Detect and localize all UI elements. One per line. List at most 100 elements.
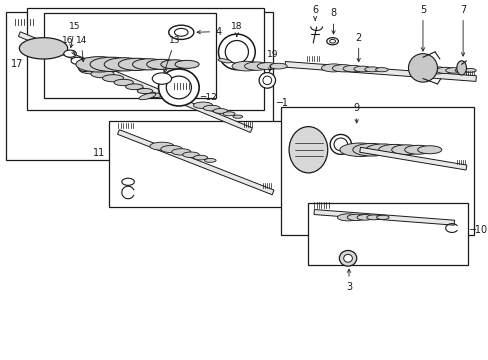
Polygon shape bbox=[19, 32, 252, 132]
Ellipse shape bbox=[321, 64, 345, 72]
Ellipse shape bbox=[91, 70, 114, 78]
Text: 11: 11 bbox=[93, 148, 105, 158]
Ellipse shape bbox=[122, 178, 134, 185]
Ellipse shape bbox=[193, 155, 207, 160]
Ellipse shape bbox=[193, 102, 212, 108]
Ellipse shape bbox=[326, 38, 338, 45]
Text: 2: 2 bbox=[355, 33, 361, 62]
Ellipse shape bbox=[352, 144, 390, 156]
Ellipse shape bbox=[182, 152, 199, 157]
Bar bbox=[26, 9, 264, 110]
Ellipse shape bbox=[71, 57, 83, 64]
Text: ─10: ─10 bbox=[468, 225, 486, 235]
Ellipse shape bbox=[203, 105, 220, 111]
Ellipse shape bbox=[149, 142, 174, 150]
Ellipse shape bbox=[364, 67, 379, 72]
Bar bbox=[108, 121, 289, 207]
Ellipse shape bbox=[118, 58, 155, 71]
Text: 15: 15 bbox=[69, 22, 81, 48]
Ellipse shape bbox=[407, 54, 437, 82]
Ellipse shape bbox=[464, 68, 475, 72]
Ellipse shape bbox=[244, 62, 269, 70]
Ellipse shape bbox=[231, 61, 261, 71]
Text: 5: 5 bbox=[419, 5, 425, 51]
Ellipse shape bbox=[435, 67, 454, 73]
Ellipse shape bbox=[329, 40, 335, 43]
Ellipse shape bbox=[269, 63, 286, 69]
Ellipse shape bbox=[343, 255, 352, 262]
Ellipse shape bbox=[365, 144, 400, 156]
Ellipse shape bbox=[366, 215, 381, 220]
Ellipse shape bbox=[139, 93, 156, 100]
Polygon shape bbox=[359, 147, 466, 170]
Ellipse shape bbox=[78, 64, 91, 71]
Ellipse shape bbox=[426, 67, 447, 74]
Ellipse shape bbox=[218, 59, 231, 63]
Ellipse shape bbox=[343, 66, 362, 72]
Bar bbox=[308, 203, 467, 265]
Ellipse shape bbox=[339, 143, 380, 157]
Ellipse shape bbox=[161, 145, 182, 153]
Text: ─1: ─1 bbox=[276, 99, 288, 108]
Ellipse shape bbox=[213, 109, 227, 113]
Bar bbox=[44, 13, 216, 98]
Text: 14: 14 bbox=[75, 36, 87, 62]
Text: 4: 4 bbox=[197, 27, 221, 37]
Ellipse shape bbox=[137, 89, 152, 94]
Ellipse shape bbox=[125, 84, 143, 90]
Ellipse shape bbox=[168, 25, 193, 40]
Text: ─12: ─12 bbox=[199, 93, 216, 102]
Ellipse shape bbox=[166, 76, 191, 99]
Ellipse shape bbox=[104, 58, 144, 71]
Ellipse shape bbox=[417, 146, 441, 154]
Polygon shape bbox=[313, 210, 454, 225]
Ellipse shape bbox=[376, 215, 388, 220]
Ellipse shape bbox=[339, 251, 356, 266]
Ellipse shape bbox=[132, 59, 166, 70]
Ellipse shape bbox=[102, 75, 123, 82]
Ellipse shape bbox=[375, 68, 387, 72]
Ellipse shape bbox=[404, 145, 431, 154]
Ellipse shape bbox=[337, 214, 358, 221]
Ellipse shape bbox=[79, 66, 104, 74]
Ellipse shape bbox=[356, 215, 373, 220]
Ellipse shape bbox=[114, 79, 133, 86]
Text: 18: 18 bbox=[231, 22, 242, 36]
Ellipse shape bbox=[175, 60, 199, 68]
Ellipse shape bbox=[263, 76, 271, 85]
Bar bbox=[6, 12, 272, 160]
Ellipse shape bbox=[259, 72, 275, 88]
Ellipse shape bbox=[204, 158, 216, 162]
Ellipse shape bbox=[353, 66, 370, 72]
Ellipse shape bbox=[391, 145, 421, 155]
Ellipse shape bbox=[288, 127, 327, 173]
Ellipse shape bbox=[174, 28, 188, 36]
Ellipse shape bbox=[232, 115, 242, 118]
Text: 8: 8 bbox=[330, 8, 336, 34]
Ellipse shape bbox=[333, 138, 347, 151]
Ellipse shape bbox=[378, 144, 410, 155]
Ellipse shape bbox=[171, 149, 190, 155]
Ellipse shape bbox=[257, 63, 278, 69]
Ellipse shape bbox=[161, 60, 188, 69]
Ellipse shape bbox=[445, 68, 461, 73]
Ellipse shape bbox=[90, 57, 133, 72]
Text: 16: 16 bbox=[62, 36, 75, 55]
Ellipse shape bbox=[146, 59, 177, 69]
Ellipse shape bbox=[332, 65, 353, 72]
Ellipse shape bbox=[456, 61, 466, 75]
Text: 19: 19 bbox=[267, 50, 278, 71]
Text: 6: 6 bbox=[311, 5, 318, 21]
Text: 17: 17 bbox=[11, 59, 23, 69]
Ellipse shape bbox=[218, 34, 255, 70]
Text: 7: 7 bbox=[459, 5, 465, 56]
Ellipse shape bbox=[152, 73, 171, 84]
Ellipse shape bbox=[454, 68, 468, 73]
Ellipse shape bbox=[63, 50, 76, 57]
Text: 13: 13 bbox=[163, 36, 181, 73]
Ellipse shape bbox=[329, 134, 351, 154]
Ellipse shape bbox=[225, 40, 248, 63]
Bar bbox=[281, 107, 473, 235]
Text: 9: 9 bbox=[353, 103, 359, 123]
Polygon shape bbox=[117, 130, 273, 195]
